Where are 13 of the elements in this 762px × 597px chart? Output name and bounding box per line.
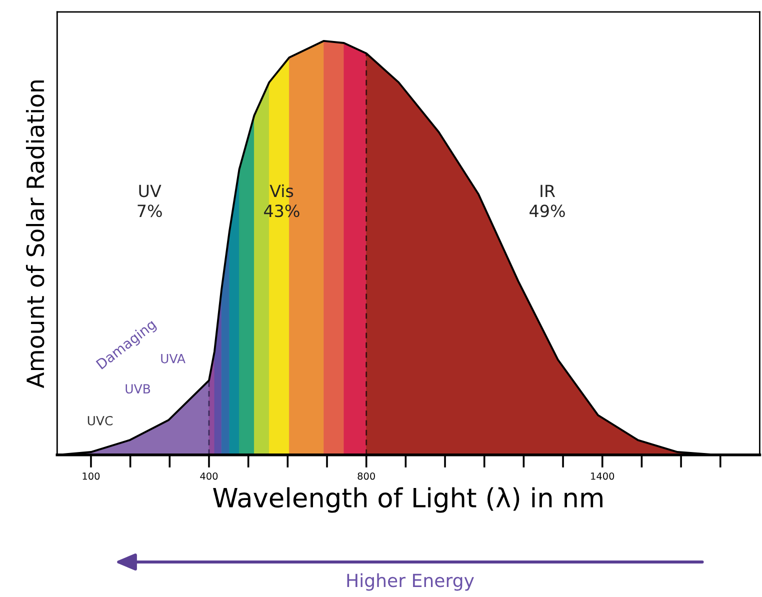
annotation: IR 49% (530, 184, 565, 218)
x-tick-label: 1400 (591, 472, 614, 480)
x-tick-label: 800 (358, 472, 375, 480)
annotation: UVC (88, 416, 113, 426)
annotation: Vis 43% (264, 184, 300, 218)
text: Higher Energy (347, 573, 474, 591)
annotation: UVB (126, 384, 150, 394)
y-axis-title: Amount of Solar Radiation (26, 80, 44, 388)
x-tick-label: 100 (82, 472, 100, 480)
annotation: UV 7% (138, 184, 162, 218)
annotation: UVA (161, 354, 186, 364)
x-axis-title: Wavelength of Light (λ) in nm (213, 487, 602, 513)
x-tick-label: 400 (200, 472, 218, 480)
